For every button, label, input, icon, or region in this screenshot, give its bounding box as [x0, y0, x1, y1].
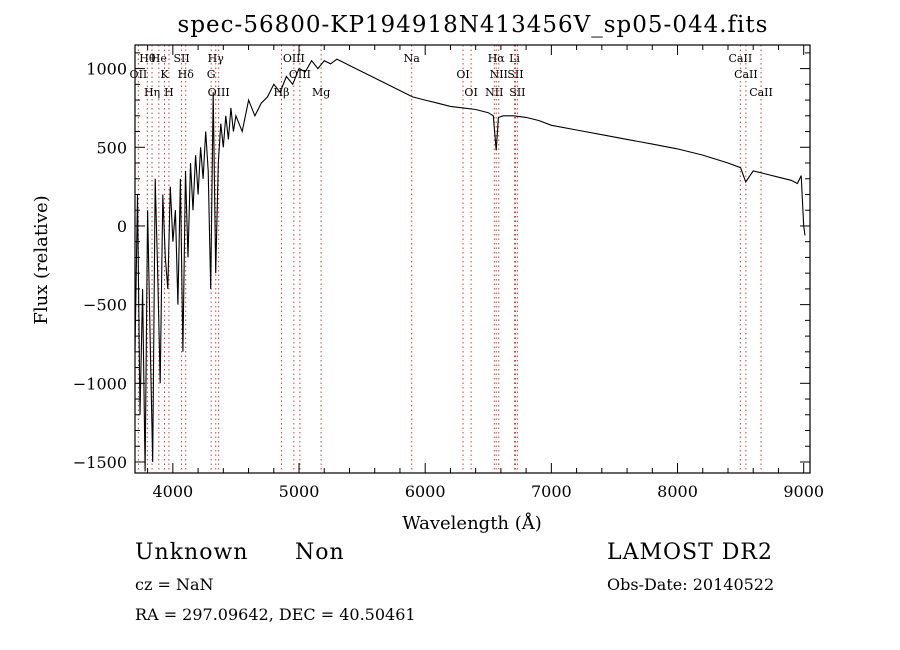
chart-title: spec-56800-KP194918N413456V_sp05-044.fit…	[178, 12, 769, 38]
line-marker-label: K	[160, 68, 169, 81]
line-marker-label: OI	[464, 86, 477, 99]
spectral-line-labels: HθOIIHηHeKHSIIHδOIIIHγGHβOIIIOIIIMgNaOIO…	[130, 52, 773, 99]
y-tick-label: 1000	[86, 60, 127, 79]
line-marker-label: Hη	[144, 86, 160, 99]
x-tick-label: 9000	[783, 482, 824, 501]
line-marker-label: Li	[509, 52, 520, 65]
spectral-line-markers	[137, 45, 762, 473]
line-marker-label: Hδ	[178, 68, 195, 81]
line-marker-label: Hθ	[139, 52, 156, 65]
spectrum-line	[134, 58, 806, 472]
axis-ticks	[135, 45, 810, 473]
line-marker-label: CaII	[749, 86, 773, 99]
line-marker-label: SII	[173, 52, 189, 65]
y-tick-label: 500	[96, 138, 127, 157]
x-tick-label: 5000	[279, 482, 320, 501]
object-class: Unknown	[135, 540, 249, 565]
survey-name: LAMOST DR2	[607, 540, 773, 565]
line-marker-label: SII	[509, 86, 525, 99]
line-marker-label: Mg	[312, 86, 330, 99]
coordinates: RA = 297.09642, DEC = 40.50461	[135, 605, 416, 624]
line-marker-label: OI	[456, 68, 469, 81]
plot-frame	[134, 44, 811, 474]
line-marker-label: OIII	[289, 68, 311, 81]
line-marker-label: Hγ	[208, 52, 225, 65]
axis-tick-labels: 4000 5000 6000 7000 8000 9000 −1500 −1000 −500 0 5…	[73, 60, 824, 501]
line-marker-label: SII	[507, 68, 523, 81]
line-marker-label: OII	[130, 68, 148, 81]
x-tick-label: 6000	[405, 482, 446, 501]
line-marker-label: Hα	[488, 52, 506, 65]
y-tick-label: −500	[83, 296, 127, 315]
redshift-cz: cz = NaN	[135, 575, 214, 594]
y-tick-label: −1000	[73, 374, 127, 393]
x-tick-label: 7000	[531, 482, 572, 501]
line-marker-label: CaII	[734, 68, 758, 81]
x-tick-label: 8000	[657, 482, 698, 501]
object-subclass: Non	[295, 540, 345, 565]
x-tick-label: 4000	[152, 482, 193, 501]
y-tick-label: −1500	[73, 453, 127, 472]
line-marker-label: He	[151, 52, 167, 65]
line-marker-label: OIII	[208, 86, 230, 99]
line-marker-label: Na	[404, 52, 421, 65]
line-marker-label: H	[164, 86, 174, 99]
line-marker-label: CaII	[729, 52, 753, 65]
line-marker-label: NII	[490, 68, 508, 81]
line-marker-label: OIII	[283, 52, 305, 65]
observation-date: Obs-Date: 20140522	[607, 575, 775, 594]
line-marker-label: NII	[485, 86, 503, 99]
y-axis-label: Flux (relative)	[31, 195, 52, 324]
y-tick-label: 0	[117, 217, 127, 236]
line-marker-label: G	[207, 68, 216, 81]
x-axis-label: Wavelength (Å)	[402, 512, 542, 534]
